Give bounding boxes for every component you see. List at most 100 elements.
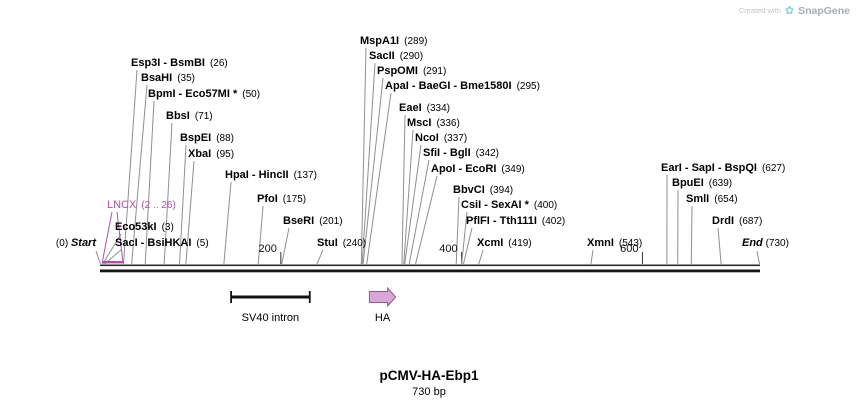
enzyme-site-label: BpmI - Eco57MI * (50) xyxy=(148,88,260,101)
enzyme-name: SfiI - BglI xyxy=(423,147,471,159)
enzyme-name: ApaI - BaeGI - Bme1580I xyxy=(385,80,512,92)
enzyme-position: (175) xyxy=(282,194,307,205)
enzyme-position: (543) xyxy=(618,238,643,249)
enzyme-position: (26) xyxy=(209,58,228,69)
feature-range: (2 .. 26) xyxy=(141,200,176,211)
enzyme-name: DrdI xyxy=(712,215,734,227)
enzyme-site-label: StuI (240) xyxy=(317,237,366,250)
enzyme-position: (35) xyxy=(177,73,195,84)
enzyme-site-label: XcmI (419) xyxy=(477,237,532,250)
enzyme-position: (654) xyxy=(714,194,738,205)
enzyme-site-label: Eco53kI (3) xyxy=(115,221,174,234)
enzyme-name: BspEI xyxy=(180,132,212,144)
site-leader-line xyxy=(717,227,722,265)
site-leader-line xyxy=(462,227,473,265)
plasmid-length: 730 bp xyxy=(412,386,446,398)
enzyme-name: XbaI xyxy=(188,148,212,160)
enzyme-position: (50) xyxy=(242,89,261,100)
enzyme-site-label: BbvCI (394) xyxy=(453,184,513,197)
enzyme-site-label: PfoI (175) xyxy=(257,193,306,206)
site-leader-line xyxy=(144,100,155,265)
start-label: Start xyxy=(70,237,96,249)
enzyme-position: (394) xyxy=(489,185,514,196)
enzyme-name: EaeI xyxy=(399,102,422,114)
watermark-created-with: Created with xyxy=(738,6,781,15)
enzyme-position: (402) xyxy=(541,216,566,227)
enzyme-site-label: SfiI - BglI (342) xyxy=(423,147,499,160)
start-position: (0) xyxy=(55,238,69,249)
enzyme-site-label: EarI - SapI - BspQI (627) xyxy=(661,162,785,175)
enzyme-position: (5) xyxy=(196,238,209,249)
enzyme-name: EarI - SapI - BspQI xyxy=(661,162,757,174)
site-leader-line xyxy=(102,233,122,265)
enzyme-position: (687) xyxy=(739,216,763,227)
site-leader-line xyxy=(281,227,290,265)
enzyme-position: (639) xyxy=(708,178,733,189)
enzyme-position: (290) xyxy=(399,51,424,62)
site-leader-line xyxy=(590,249,594,265)
enzyme-site-label: BseRI (201) xyxy=(283,215,343,228)
enzyme-position: (291) xyxy=(422,66,447,77)
enzyme-site-label: ApoI - EcoRI (349) xyxy=(431,163,525,176)
enzyme-site-label: NcoI (337) xyxy=(415,132,467,145)
enzyme-name: ApoI - EcoRI xyxy=(431,163,497,175)
enzyme-site-label: SacI - BsiHKAI (5) xyxy=(115,237,209,250)
site-leader-line xyxy=(123,69,138,265)
lncx-feature-bar xyxy=(101,261,124,264)
enzyme-name: MspA1I xyxy=(360,35,400,47)
enzyme-site-label: BpuEI (639) xyxy=(672,177,732,190)
enzyme-site-label: CsiI - SexAI * (400) xyxy=(461,199,557,212)
site-leader-line xyxy=(316,249,324,265)
enzyme-name: Esp3I - BsmBI xyxy=(131,57,205,69)
site-leader-line xyxy=(415,175,438,265)
enzyme-site-label: BsaHI (35) xyxy=(141,72,195,85)
enzyme-site-label: DrdI (687) xyxy=(712,215,762,228)
enzyme-position: (137) xyxy=(293,170,317,181)
ruler-tick-label: 600 xyxy=(620,243,639,255)
site-leader-line xyxy=(478,249,484,265)
site-leader-line xyxy=(223,181,232,265)
enzyme-position: (295) xyxy=(516,81,540,92)
enzyme-site-label: EaeI (334) xyxy=(399,102,450,115)
feature-name: LNCX xyxy=(107,199,137,211)
enzyme-position: (419) xyxy=(508,238,532,249)
site-leader-line xyxy=(455,196,460,265)
enzyme-position: (336) xyxy=(436,118,460,129)
enzyme-position: (71) xyxy=(194,111,213,122)
enzyme-site-label: MspA1I (289) xyxy=(360,35,427,48)
enzyme-position: (400) xyxy=(533,200,558,211)
enzyme-name: MscI xyxy=(407,117,432,129)
enzyme-site-label: SmlI (654) xyxy=(686,193,738,206)
site-leader-line xyxy=(163,122,173,265)
enzyme-name: PflFI - Tth111I xyxy=(466,215,537,227)
start-leader-line xyxy=(95,250,101,265)
snapgene-logo-icon: ✿ xyxy=(784,5,795,17)
enzyme-site-label: BbsI (71) xyxy=(166,110,213,123)
enzyme-position: (95) xyxy=(216,149,235,160)
ruler-tick-label: 400 xyxy=(439,243,458,255)
enzyme-site-label: XbaI (95) xyxy=(188,148,234,161)
site-leader-line xyxy=(401,114,406,265)
enzyme-site-label: PspOMI (291) xyxy=(377,65,446,78)
end-label: End xyxy=(742,237,763,249)
enzyme-name: BpmI - Eco57MI * xyxy=(148,88,238,100)
site-leader-line xyxy=(408,159,430,265)
enzyme-name: NcoI xyxy=(415,132,439,144)
ruler-tick-label: 200 xyxy=(258,243,277,255)
enzyme-name: Eco53kI xyxy=(115,221,157,233)
enzyme-name: HpaI - HincII xyxy=(225,169,289,181)
enzyme-name: SacII xyxy=(369,50,395,62)
enzyme-name: StuI xyxy=(317,237,338,249)
enzyme-site-label: ApaI - BaeGI - Bme1580I (295) xyxy=(385,80,540,93)
enzyme-position: (289) xyxy=(404,36,428,47)
site-leader-line xyxy=(257,205,264,265)
sv40-intron-bar xyxy=(231,295,310,299)
map-start-label: (0) Start xyxy=(0,237,96,250)
enzyme-position: (201) xyxy=(319,216,343,227)
site-leader-line xyxy=(461,211,468,265)
enzyme-position: (240) xyxy=(342,238,367,249)
map-end-label: End (730) xyxy=(742,237,789,250)
feature-label-ha: HA xyxy=(374,312,391,324)
